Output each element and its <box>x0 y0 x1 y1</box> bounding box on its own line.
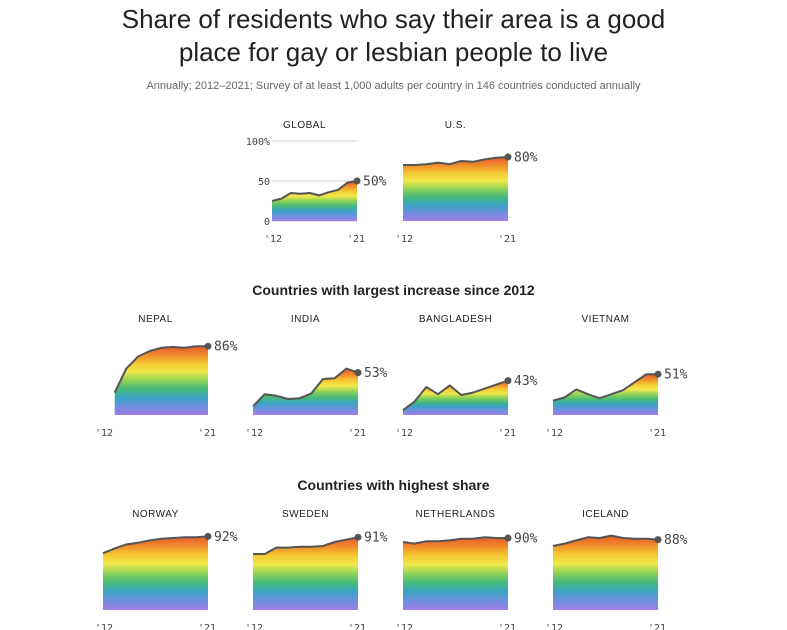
panel-title: U.S. <box>445 120 466 131</box>
panel-india: INDIA 53% '12 '21 <box>245 314 388 439</box>
panel-title: GLOBAL <box>283 120 326 131</box>
panel-netherlands: NETHERLANDS 90% '12 '21 <box>395 509 538 630</box>
x-tick-end: '21 <box>347 234 365 245</box>
x-tick-end: '21 <box>648 428 666 439</box>
end-label-india: 53% <box>364 366 388 381</box>
end-label-nepal: 86% <box>214 340 238 355</box>
area-u-s <box>403 157 508 221</box>
x-tick-start: '12 <box>395 623 413 630</box>
line-vietnam <box>552 373 658 402</box>
x-tick-start: '12 <box>545 623 563 630</box>
panel-u-s: U.S. 80% '12 '21 <box>395 120 538 245</box>
end-dot-bangladesh <box>504 377 512 385</box>
end-dot-sweden <box>354 533 362 541</box>
area-netherlands <box>403 537 508 610</box>
panel-title: NETHERLANDS <box>416 509 496 520</box>
end-dot-global <box>353 177 361 185</box>
area-nepal <box>114 346 208 415</box>
x-tick-end: '21 <box>198 623 216 630</box>
panel-vietnam: VIETNAM 51% '12 '21 <box>545 314 688 439</box>
area-sweden <box>253 537 358 610</box>
panel-norway: NORWAY 92% '12 '21 <box>95 509 238 630</box>
line-netherlands <box>402 536 508 545</box>
panel-title: BANGLADESH <box>419 314 492 325</box>
end-dot-vietnam <box>654 370 662 378</box>
end-label-netherlands: 90% <box>514 532 538 547</box>
x-tick-start: '12 <box>545 428 563 439</box>
y-tick-label: 50 <box>258 177 270 188</box>
line-global <box>271 180 358 202</box>
area-india <box>253 368 358 415</box>
panel-title: SWEDEN <box>282 509 329 520</box>
x-tick-end: '21 <box>648 623 666 630</box>
end-dot-india <box>354 369 362 377</box>
panel-sweden: SWEDEN 91% '12 '21 <box>245 509 388 630</box>
end-label-iceland: 88% <box>664 533 688 548</box>
x-tick-start: '12 <box>245 623 263 630</box>
end-label-u-s: 80% <box>514 151 538 166</box>
section-heading-highest: Countries with highest share <box>297 477 490 493</box>
x-tick-end: '21 <box>498 623 516 630</box>
chart-title: Share of residents who say their area is… <box>0 3 787 69</box>
x-tick-start: '12 <box>245 428 263 439</box>
end-dot-iceland <box>654 536 662 544</box>
panel-title: VIETNAM <box>582 314 630 325</box>
end-label-sweden: 91% <box>364 531 388 546</box>
x-tick-end: '21 <box>198 428 216 439</box>
chart-title-line-1: Share of residents who say their area is… <box>121 4 666 34</box>
end-dot-nepal <box>204 342 212 350</box>
end-dot-u-s <box>504 153 512 161</box>
chart-subtitle: Annually; 2012–2021; Survey of at least … <box>146 80 641 92</box>
y-tick-label: 100% <box>246 137 270 148</box>
area-norway <box>103 536 208 610</box>
x-tick-end: '21 <box>498 234 516 245</box>
x-tick-start: '12 <box>95 623 113 630</box>
section-heading-increase: Countries with largest increase since 20… <box>252 282 535 298</box>
panel-title: INDIA <box>291 314 320 325</box>
x-tick-end: '21 <box>498 428 516 439</box>
line-nepal <box>113 345 208 394</box>
x-tick-start: '12 <box>264 234 282 245</box>
x-tick-start: '12 <box>95 428 113 439</box>
chart-title-line-2: place for gay or lesbian people to live <box>178 37 609 67</box>
panel-bangladesh: BANGLADESH 43% '12 '21 <box>395 314 538 439</box>
x-tick-start: '12 <box>395 428 413 439</box>
end-label-global: 50% <box>363 175 387 190</box>
y-tick-label: 0 <box>264 217 270 228</box>
end-dot-netherlands <box>504 534 512 542</box>
end-label-bangladesh: 43% <box>514 374 538 389</box>
line-u-s <box>403 156 509 166</box>
end-dot-norway <box>204 532 212 540</box>
line-sweden <box>253 536 359 555</box>
line-norway <box>102 535 209 555</box>
line-iceland <box>552 534 659 547</box>
panel-title: ICELAND <box>582 509 629 520</box>
x-tick-end: '21 <box>348 623 366 630</box>
end-label-norway: 92% <box>214 530 238 545</box>
x-tick-start: '12 <box>395 234 413 245</box>
area-global <box>272 181 357 221</box>
panel-iceland: ICELAND 88% '12 '21 <box>545 509 688 630</box>
panel-global: GLOBAL 50% '12 '21 100% 50 0 <box>246 120 387 245</box>
panel-title: NORWAY <box>132 509 179 520</box>
line-bangladesh <box>402 379 509 411</box>
x-tick-end: '21 <box>348 428 366 439</box>
line-india <box>252 367 359 407</box>
area-iceland <box>553 535 658 610</box>
panel-title: NEPAL <box>138 314 173 325</box>
panel-nepal: NEPAL 86% '12 '21 <box>95 314 238 439</box>
end-label-vietnam: 51% <box>664 368 688 383</box>
